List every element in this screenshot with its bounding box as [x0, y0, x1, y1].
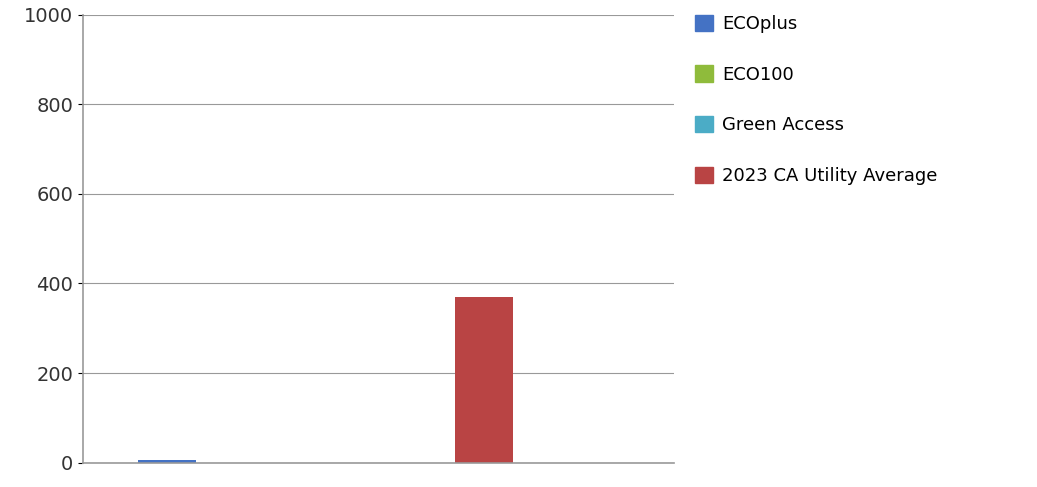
Bar — [455, 297, 513, 463]
Legend: ECOplus, ECO100, Green Access, 2023 CA Utility Average: ECOplus, ECO100, Green Access, 2023 CA U… — [695, 15, 937, 185]
Bar — [138, 460, 196, 463]
